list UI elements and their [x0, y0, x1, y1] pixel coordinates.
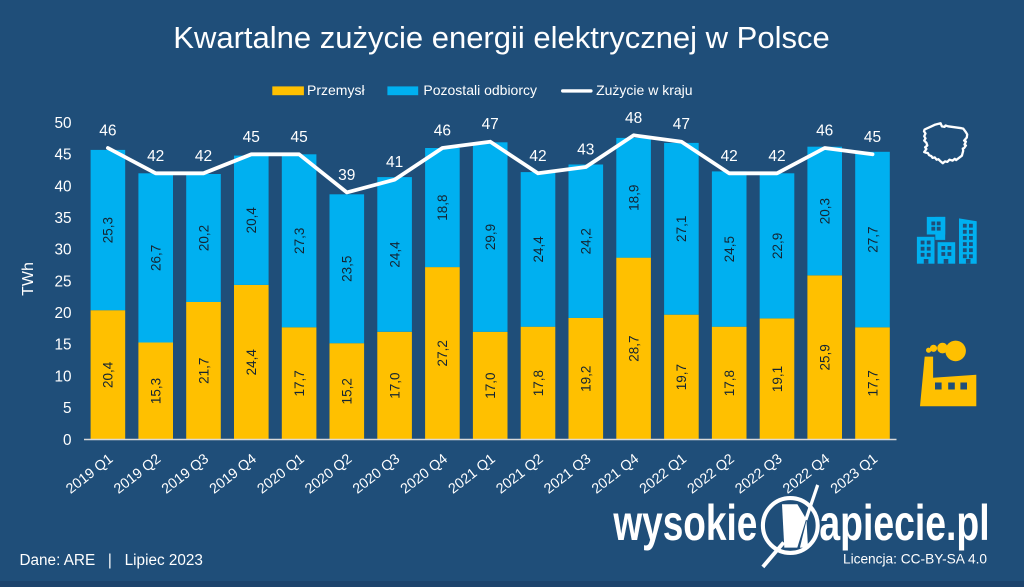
svg-text:2022 Q4: 2022 Q4 [780, 451, 833, 497]
svg-text:24,4: 24,4 [387, 241, 402, 268]
svg-text:2019 Q2: 2019 Q2 [111, 451, 164, 497]
svg-text:15: 15 [54, 337, 71, 354]
svg-text:0: 0 [63, 432, 72, 449]
svg-text:27,2: 27,2 [435, 340, 450, 366]
svg-text:27,7: 27,7 [865, 226, 880, 252]
svg-text:47: 47 [482, 116, 499, 133]
svg-text:45: 45 [864, 129, 881, 146]
svg-text:46: 46 [816, 123, 833, 140]
svg-text:2019 Q3: 2019 Q3 [159, 451, 212, 497]
svg-text:17,0: 17,0 [483, 372, 498, 398]
svg-text:45: 45 [290, 129, 307, 146]
svg-text:17,8: 17,8 [531, 370, 546, 396]
svg-text:22,9: 22,9 [770, 233, 785, 259]
svg-text:2022 Q1: 2022 Q1 [637, 451, 690, 497]
svg-text:46: 46 [434, 123, 451, 140]
svg-text:17,8: 17,8 [722, 370, 737, 396]
svg-text:Przemysł: Przemysł [307, 82, 365, 98]
svg-text:5: 5 [63, 400, 72, 417]
svg-text:23,5: 23,5 [340, 256, 355, 282]
svg-text:20,3: 20,3 [818, 198, 833, 224]
svg-text:27,3: 27,3 [292, 228, 307, 254]
svg-text:47: 47 [673, 116, 690, 133]
svg-text:20: 20 [54, 305, 71, 322]
svg-text:15,3: 15,3 [149, 378, 164, 404]
svg-text:2020 Q3: 2020 Q3 [350, 451, 403, 497]
svg-text:20,4: 20,4 [101, 361, 116, 388]
svg-text:24,2: 24,2 [579, 228, 594, 254]
svg-text:Licencja: CC-BY-SA 4.0: Licencja: CC-BY-SA 4.0 [843, 552, 987, 567]
svg-text:2021 Q3: 2021 Q3 [541, 451, 594, 497]
svg-text:45: 45 [54, 147, 71, 164]
svg-text:2023 Q1: 2023 Q1 [828, 451, 881, 497]
svg-text:42: 42 [768, 148, 785, 165]
svg-text:2020 Q2: 2020 Q2 [302, 451, 355, 497]
svg-text:2021 Q2: 2021 Q2 [493, 451, 546, 497]
svg-text:apiecie.pl: apiecie.pl [819, 496, 989, 552]
svg-text:40: 40 [54, 178, 71, 195]
svg-text:TWh: TWh [20, 262, 37, 296]
svg-text:21,7: 21,7 [196, 358, 211, 384]
svg-text:42: 42 [529, 148, 546, 165]
svg-text:Dane: ARE | Lipiec 2023: Dane: ARE | Lipiec 2023 [20, 552, 203, 569]
svg-text:17,7: 17,7 [865, 370, 880, 396]
svg-text:Zużycie w kraju: Zużycie w kraju [596, 82, 692, 98]
svg-text:42: 42 [147, 148, 164, 165]
svg-text:46: 46 [99, 123, 116, 140]
svg-text:wysokie: wysokie [613, 496, 758, 552]
svg-text:2022 Q3: 2022 Q3 [732, 451, 785, 497]
svg-text:19,1: 19,1 [770, 366, 785, 392]
svg-text:Pozostali odbiorcy: Pozostali odbiorcy [423, 82, 537, 98]
svg-text:41: 41 [386, 154, 403, 171]
svg-text:10: 10 [54, 368, 71, 385]
svg-text:24,4: 24,4 [531, 236, 546, 263]
svg-text:20,4: 20,4 [244, 207, 259, 234]
svg-text:26,7: 26,7 [149, 245, 164, 271]
svg-text:28,7: 28,7 [626, 335, 641, 361]
svg-text:17,0: 17,0 [387, 372, 402, 398]
svg-text:50: 50 [54, 115, 71, 132]
svg-text:19,7: 19,7 [674, 364, 689, 390]
svg-text:42: 42 [195, 148, 212, 165]
svg-text:2020 Q4: 2020 Q4 [398, 451, 451, 497]
svg-text:2022 Q2: 2022 Q2 [685, 451, 738, 497]
svg-text:2019 Q4: 2019 Q4 [207, 451, 260, 497]
svg-text:18,9: 18,9 [626, 185, 641, 211]
svg-text:43: 43 [577, 142, 594, 159]
svg-text:15,2: 15,2 [340, 378, 355, 404]
svg-text:48: 48 [625, 110, 642, 127]
svg-text:2020 Q1: 2020 Q1 [254, 451, 307, 497]
svg-text:29,9: 29,9 [483, 224, 498, 250]
svg-text:19,2: 19,2 [579, 366, 594, 392]
svg-text:27,1: 27,1 [674, 216, 689, 242]
svg-text:18,8: 18,8 [435, 194, 450, 220]
svg-text:45: 45 [243, 129, 260, 146]
svg-text:2021 Q4: 2021 Q4 [589, 451, 642, 497]
svg-text:35: 35 [54, 210, 71, 227]
svg-text:42: 42 [721, 148, 738, 165]
svg-text:2021 Q1: 2021 Q1 [446, 451, 499, 497]
svg-text:24,5: 24,5 [722, 236, 737, 262]
svg-text:25,3: 25,3 [101, 217, 116, 243]
svg-text:20,2: 20,2 [196, 225, 211, 251]
svg-text:2019 Q1: 2019 Q1 [63, 451, 116, 497]
svg-text:24,4: 24,4 [244, 349, 259, 376]
svg-text:25,9: 25,9 [818, 344, 833, 370]
svg-text:39: 39 [338, 167, 355, 184]
svg-text:Kwartalne zużycie energii elek: Kwartalne zużycie energii elektrycznej w… [173, 20, 829, 55]
svg-text:30: 30 [54, 242, 71, 259]
svg-text:25: 25 [54, 273, 71, 290]
svg-text:17,7: 17,7 [292, 370, 307, 396]
